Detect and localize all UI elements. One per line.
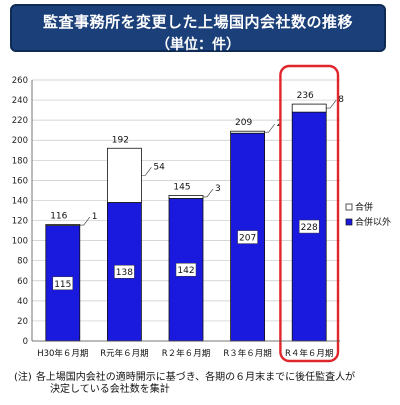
bar-chart: 0 20 40 60 80 100 120 140 160 180 200 220 240 260 115…	[12, 64, 391, 363]
footnote-line-1: 各上場国内会社の適時開示に基づき、各期の６月末までに後任監査人が	[35, 372, 356, 383]
chart-unit-label: （単位：件）	[156, 37, 240, 53]
y-tick-label: 0	[23, 337, 28, 347]
bar-segment-merger	[45, 224, 81, 226]
x-tick-label: R２年６月期	[162, 348, 210, 359]
data-label-merger: 54	[153, 162, 165, 172]
chart-title: 監査事務所を変更した上場国内会社数の推移	[42, 13, 353, 31]
data-label-box	[298, 219, 320, 234]
bar-segment-merger	[107, 147, 142, 203]
y-tick-label: 120	[12, 217, 28, 227]
data-label-non-merger: 142	[177, 266, 194, 276]
y-tick-label: 140	[12, 196, 28, 206]
footnote-line-2: 決定している会社数を集計	[50, 384, 170, 395]
y-tick-label: 20	[17, 317, 28, 327]
data-label-box	[52, 276, 74, 291]
bars-group	[45, 103, 327, 342]
footnote: (注) 各上場国内会社の適時開示に基づき、各期の６月末までに後任監査人が 決定して…	[14, 372, 394, 396]
y-tick-label: 220	[12, 116, 28, 126]
x-tick-label: R４年６月期	[285, 348, 333, 359]
data-label-total: 145	[173, 182, 190, 192]
data-label-box	[175, 262, 197, 277]
data-label-non-merger: 138	[116, 268, 133, 278]
data-label-merger: 3	[215, 184, 221, 194]
y-tick-label: 260	[12, 76, 28, 86]
chart-title-box: 監査事務所を変更した上場国内会社数の推移 （単位：件）	[10, 4, 386, 53]
y-tick-label: 240	[12, 96, 28, 106]
bar-segment-merger	[230, 130, 266, 134]
bar-segment-merger	[168, 195, 204, 199]
leader-line	[141, 167, 152, 176]
y-tick-label: 40	[17, 297, 28, 307]
data-label-total: 116	[50, 212, 67, 222]
y-tick-label: 100	[12, 237, 28, 247]
leader-line	[264, 124, 275, 133]
highlight-frame	[279, 64, 340, 363]
data-label-box	[114, 264, 135, 279]
bar-segment-merger	[291, 103, 327, 113]
data-label-non-merger: 228	[301, 223, 318, 233]
leader-line	[326, 99, 337, 109]
leader-line	[79, 216, 91, 226]
y-tick-label: 180	[12, 156, 28, 166]
data-label-total: 209	[235, 118, 252, 128]
y-tick-label: 60	[17, 277, 28, 287]
leader-line	[203, 188, 214, 198]
data-label-non-merger: 115	[54, 280, 71, 290]
data-label-merger: 8	[338, 95, 344, 105]
data-label-total: 236	[297, 91, 314, 101]
legend-swatch	[345, 203, 353, 211]
legend-label: 合併	[355, 201, 373, 213]
data-label-merger: 1	[92, 212, 98, 222]
y-tick-label: 200	[12, 136, 28, 146]
x-axis: H30年６月期 R元年６月期 R２年６月期 R３年６月期 R４年６月期	[32, 340, 340, 359]
data-label-total: 192	[112, 135, 129, 145]
y-tick-label: 160	[12, 176, 28, 186]
x-tick-label: H30年６月期	[37, 348, 88, 359]
y-axis: 0 20 40 60 80 100 120 140 160 180 200 220 240 260	[12, 76, 33, 347]
x-tick-label: R元年６月期	[100, 348, 148, 359]
data-label-non-merger: 207	[239, 234, 256, 244]
legend-swatch	[345, 218, 353, 226]
y-tick-label: 80	[17, 257, 28, 267]
data-label-box	[237, 230, 258, 244]
footnote-prefix: (注)	[14, 372, 32, 383]
legend-label: 合併以外	[355, 216, 391, 228]
x-tick-label: R３年６月期	[223, 348, 271, 359]
